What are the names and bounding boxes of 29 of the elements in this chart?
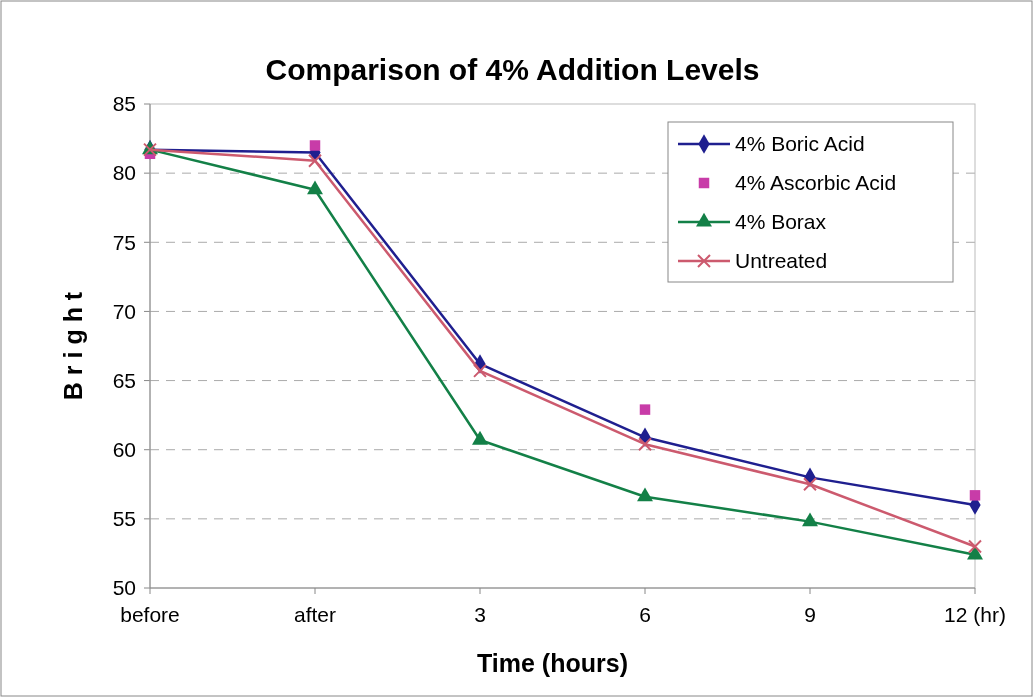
y-tick-label: 50 (112, 576, 136, 600)
x-axis-title: Time (hours) (477, 649, 628, 677)
x-tick-label: 3 (474, 603, 486, 626)
x-tick-label: after (293, 603, 337, 626)
y-tick-label: 65 (112, 368, 136, 392)
point (308, 153, 322, 168)
y-tick-label: 85 (112, 92, 136, 116)
y-axis-title: B r i g h t (59, 291, 87, 401)
x-tick-label: 6 (639, 603, 651, 626)
legend-label: 4% Ascorbic Acid (735, 171, 897, 195)
y-tick-label: 55 (112, 507, 136, 531)
point (968, 539, 982, 554)
legend-label: 4% Boric Acid (735, 132, 865, 156)
point (473, 363, 487, 378)
x-tick-label: 12 (hr) (944, 603, 1006, 626)
y-tick-label: 60 (112, 438, 136, 462)
chart-title: Comparison of 4% Addition Levels (265, 53, 760, 86)
legend-label: 4% Borax (735, 210, 827, 234)
point (639, 404, 651, 415)
y-tick-label: 70 (112, 299, 136, 323)
point (969, 490, 981, 501)
y-tick-label: 80 (112, 161, 136, 185)
x-tick-label: before (120, 603, 180, 626)
legend-label: Untreated (735, 249, 828, 273)
point (803, 477, 817, 492)
point (638, 437, 652, 452)
point (309, 140, 321, 151)
x-tick-label: 9 (804, 603, 816, 626)
y-tick-label: 75 (112, 230, 136, 254)
